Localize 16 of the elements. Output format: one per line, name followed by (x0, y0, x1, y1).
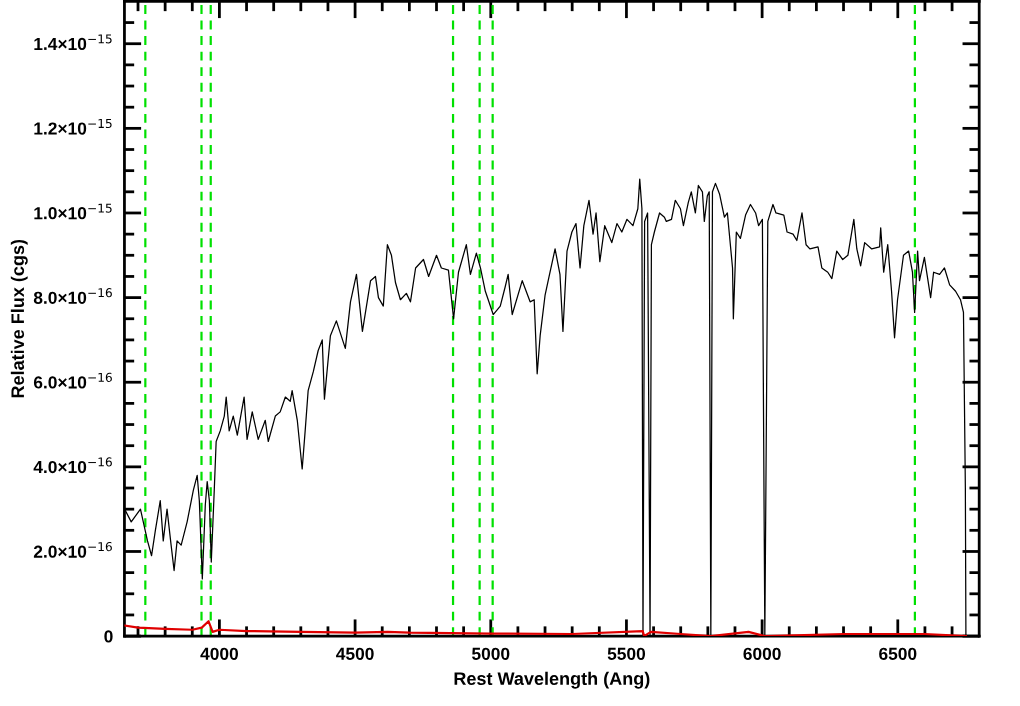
y-tick-label: 0 (104, 630, 113, 643)
y-tick-label: 6.0×10$^{−16}$ (33, 372, 112, 389)
y-tick-label: 4.0×10$^{−16}$ (33, 457, 112, 474)
x-tick-label: 6000 (743, 647, 781, 660)
y-tick-label: 1.2×10$^{−15}$ (34, 119, 112, 135)
x-tick-label: 5500 (607, 647, 646, 660)
x-tick-label: 6500 (879, 647, 917, 660)
x-tick-label: 5000 (471, 647, 510, 660)
y-tick-label: 1.4×10$^{−15}$ (34, 34, 112, 51)
x-axis-title: Rest Wavelength (Ang) (454, 671, 650, 689)
x-tick-label: 4000 (200, 647, 239, 660)
y-tick-label: 2.0×10$^{−16}$ (33, 541, 112, 558)
y-tick-label: 1.0×10$^{−15}$ (34, 203, 112, 220)
y-axis-title: Relative Flux (cgs) (10, 239, 28, 398)
y-tick-label: 8.0×10$^{−16}$ (33, 288, 112, 304)
x-tick-label: 4500 (336, 647, 374, 660)
